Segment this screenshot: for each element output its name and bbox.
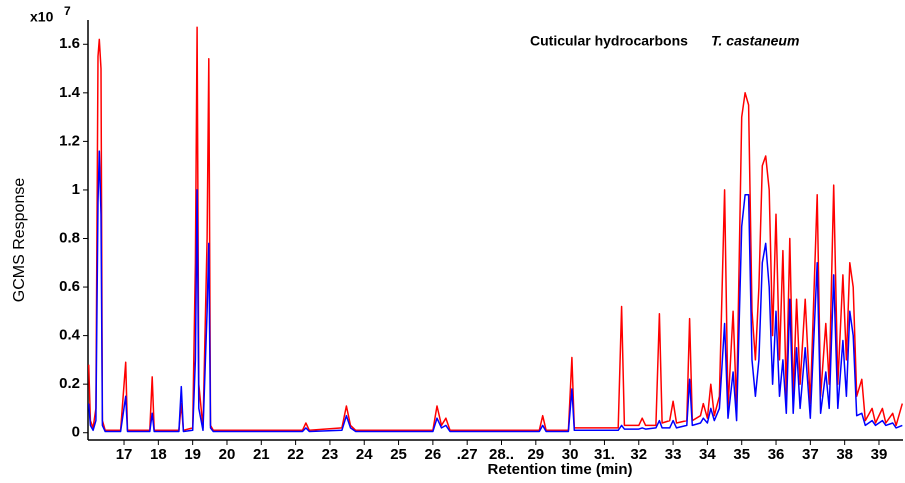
x-tick-label: 17	[116, 446, 133, 463]
y-tick-label: 1.6	[59, 35, 80, 52]
x-tick-label: 35	[733, 446, 750, 463]
y-tick-label: 1.2	[59, 132, 80, 149]
x-axis-label: Retention time (min)	[488, 461, 633, 478]
x-tick-label: 37	[802, 446, 819, 463]
x-tick-label: 22	[287, 446, 304, 463]
x-tick-label: 32	[630, 446, 647, 463]
x-tick-label: 28..	[489, 446, 514, 463]
x-tick-label: 36	[768, 446, 785, 463]
x-tick-label: 34	[699, 446, 716, 463]
y-tick-label: 1	[72, 181, 80, 198]
y-tick-label: 0.4	[59, 327, 81, 344]
x-tick-label: 25	[390, 446, 407, 463]
y-tick-label: 1.4	[59, 84, 81, 101]
x-tick-label: .27	[457, 446, 478, 463]
y-tick-label: 0.8	[59, 229, 80, 246]
x-tick-label: 29	[527, 446, 544, 463]
x-tick-label: 31.	[594, 446, 615, 463]
series-line	[87, 150, 903, 433]
axis-multiplier: x10	[30, 9, 54, 25]
x-tick-label: 18	[150, 446, 167, 463]
y-tick-label: 0.6	[59, 278, 80, 295]
x-tick-label: 26	[425, 446, 442, 463]
x-tick-label: 23	[322, 446, 339, 463]
y-tick-label: 0	[72, 424, 80, 441]
x-tick-label: 19	[184, 446, 201, 463]
x-tick-label: 39	[871, 446, 888, 463]
chart-title-species: T. castaneum	[711, 33, 799, 49]
x-tick-label: 30	[562, 446, 579, 463]
x-tick-label: 33	[665, 446, 682, 463]
y-axis-label: GCMS Response	[11, 178, 28, 303]
axis-exponent: 7	[64, 4, 71, 18]
x-tick-label: 21	[253, 446, 270, 463]
chart-title: Cuticular hydrocarbons	[530, 33, 688, 49]
x-tick-label: 20	[219, 446, 236, 463]
x-tick-label: 38	[836, 446, 853, 463]
y-tick-label: 0.2	[59, 375, 80, 392]
x-tick-label: 24	[356, 446, 373, 463]
series-line	[87, 26, 904, 432]
